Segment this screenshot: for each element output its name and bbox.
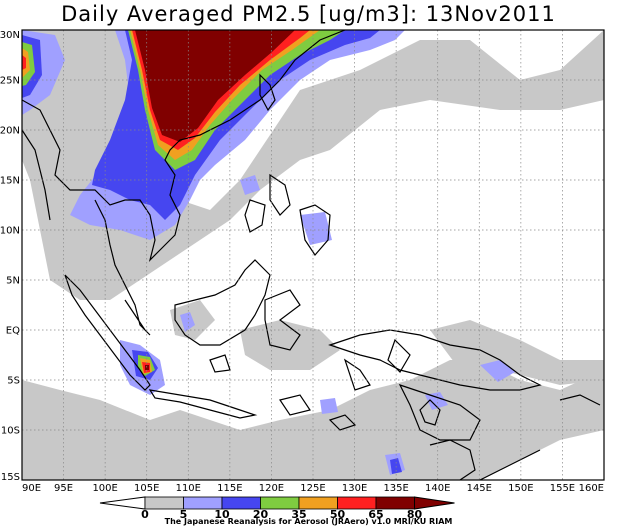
- credit-line: The Japanese Reanalysis for Aerosol (JRA…: [164, 517, 453, 526]
- lon-tick-label: 150E: [508, 483, 533, 494]
- colorbar: 0 5 10 20 35 50 65 80: [99, 496, 455, 521]
- lon-tick-label: 110E: [176, 483, 201, 494]
- lon-tick-label: 125E: [300, 483, 325, 494]
- lon-tick-label: 130E: [342, 483, 367, 494]
- colorbar-level-label: 35: [291, 508, 306, 521]
- lon-tick-label: 95E: [54, 483, 73, 494]
- map-frame: [21, 29, 605, 481]
- lat-tick-label: 15N: [0, 176, 20, 187]
- lon-tick-label: 90E: [22, 483, 41, 494]
- lat-tick-label: 20N: [0, 126, 20, 137]
- lon-tick-label: 145E: [467, 483, 492, 494]
- lat-tick-label: 15S: [1, 472, 20, 483]
- latitude-axis: 30N 25N 20N 15N 10N 5N EQ 5S 10S 15S: [0, 30, 20, 483]
- colorbar-below-arrow: [99, 496, 146, 510]
- colorbar-level-label: 65: [368, 508, 383, 521]
- lat-tick-label: 5S: [7, 376, 20, 387]
- colorbar-level-label: 80: [407, 508, 423, 521]
- lon-tick-label: 100E: [92, 483, 117, 494]
- colorbar-level-label: 10: [214, 508, 230, 521]
- lat-tick-label: EQ: [6, 326, 20, 337]
- lat-tick-label: 30N: [0, 30, 20, 41]
- colorbar-level-label: 0: [141, 508, 149, 521]
- lat-tick-label: 25N: [0, 76, 20, 87]
- lat-tick-label: 10S: [1, 426, 20, 437]
- colorbar-level-label: 50: [330, 508, 346, 521]
- concentration-field: [22, 30, 604, 480]
- colorbar-above-arrow: [414, 496, 455, 510]
- lon-tick-label: 105E: [134, 483, 159, 494]
- lon-tick-label: 160E: [579, 483, 604, 494]
- colorbar-level-label: 5: [180, 508, 188, 521]
- colorbar-level-label: 20: [253, 508, 269, 521]
- lon-tick-label: 155E: [550, 483, 575, 494]
- coastlines: [22, 30, 601, 480]
- colorbar-segment: [144, 496, 184, 510]
- lat-tick-label: 5N: [6, 276, 20, 287]
- lon-tick-label: 135E: [383, 483, 408, 494]
- map-grid: [22, 30, 604, 480]
- lat-tick-label: 10N: [0, 226, 20, 237]
- longitude-axis: 90E 95E 100E 105E 110E 115E 120E 125E 130E 135E 14…: [22, 483, 604, 494]
- lon-tick-label: 115E: [217, 483, 242, 494]
- lon-tick-label: 120E: [259, 483, 284, 494]
- lon-tick-label: 140E: [425, 483, 450, 494]
- map-title: Daily Averaged PM2.5 [ug/m3]: 13Nov2011: [61, 2, 556, 26]
